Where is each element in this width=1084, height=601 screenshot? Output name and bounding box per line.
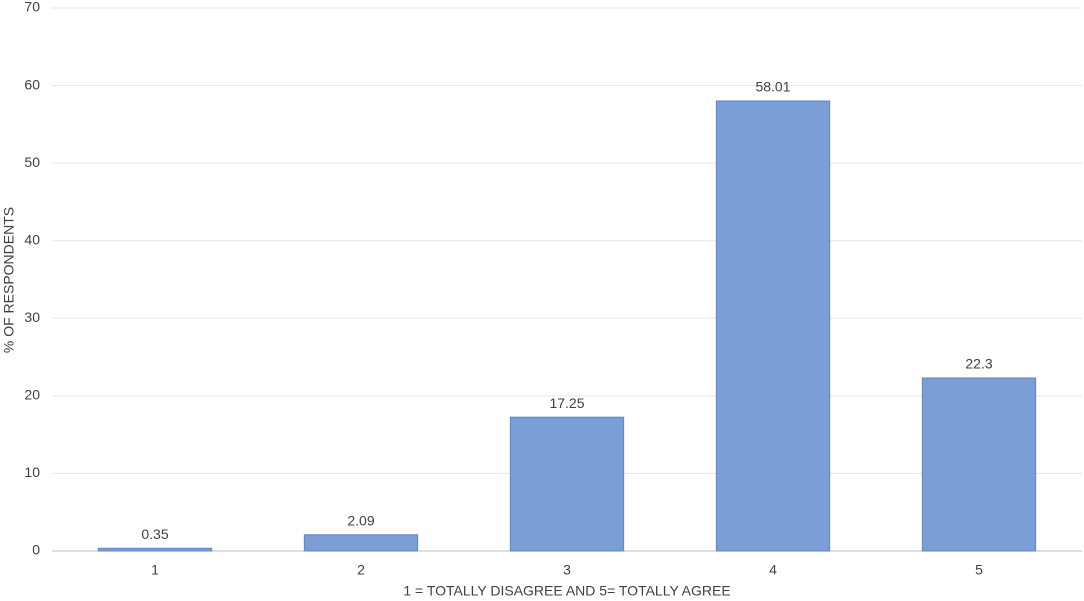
y-tick-label: 10 [24, 464, 40, 480]
x-tick-label: 2 [357, 562, 365, 578]
bar [303, 534, 419, 552]
data-label: 17.25 [549, 395, 584, 411]
y-tick-label: 60 [24, 76, 40, 92]
y-tick-label: 40 [24, 231, 40, 247]
data-label: 2.09 [347, 512, 374, 528]
y-tick-label: 70 [24, 0, 40, 15]
bar [509, 416, 625, 552]
data-label: 58.01 [755, 79, 790, 95]
y-tick-label: 30 [24, 309, 40, 325]
bar [921, 377, 1037, 552]
x-tick-label: 1 [151, 562, 159, 578]
y-tick-label: 50 [24, 154, 40, 170]
y-tick-label: 20 [24, 387, 40, 403]
x-tick-label: 4 [769, 562, 777, 578]
x-tick-label: 3 [563, 562, 571, 578]
data-label: 22.3 [965, 356, 992, 372]
data-label: 0.35 [141, 526, 168, 542]
bar [715, 100, 831, 552]
x-axis-label: 1 = TOTALLY DISAGREE AND 5= TOTALLY AGRE… [403, 583, 730, 599]
y-tick-label: 0 [32, 542, 40, 558]
y-axis-label: % OF RESPONDENTS [1, 207, 17, 353]
x-tick-label: 5 [975, 562, 983, 578]
bar [97, 547, 213, 552]
